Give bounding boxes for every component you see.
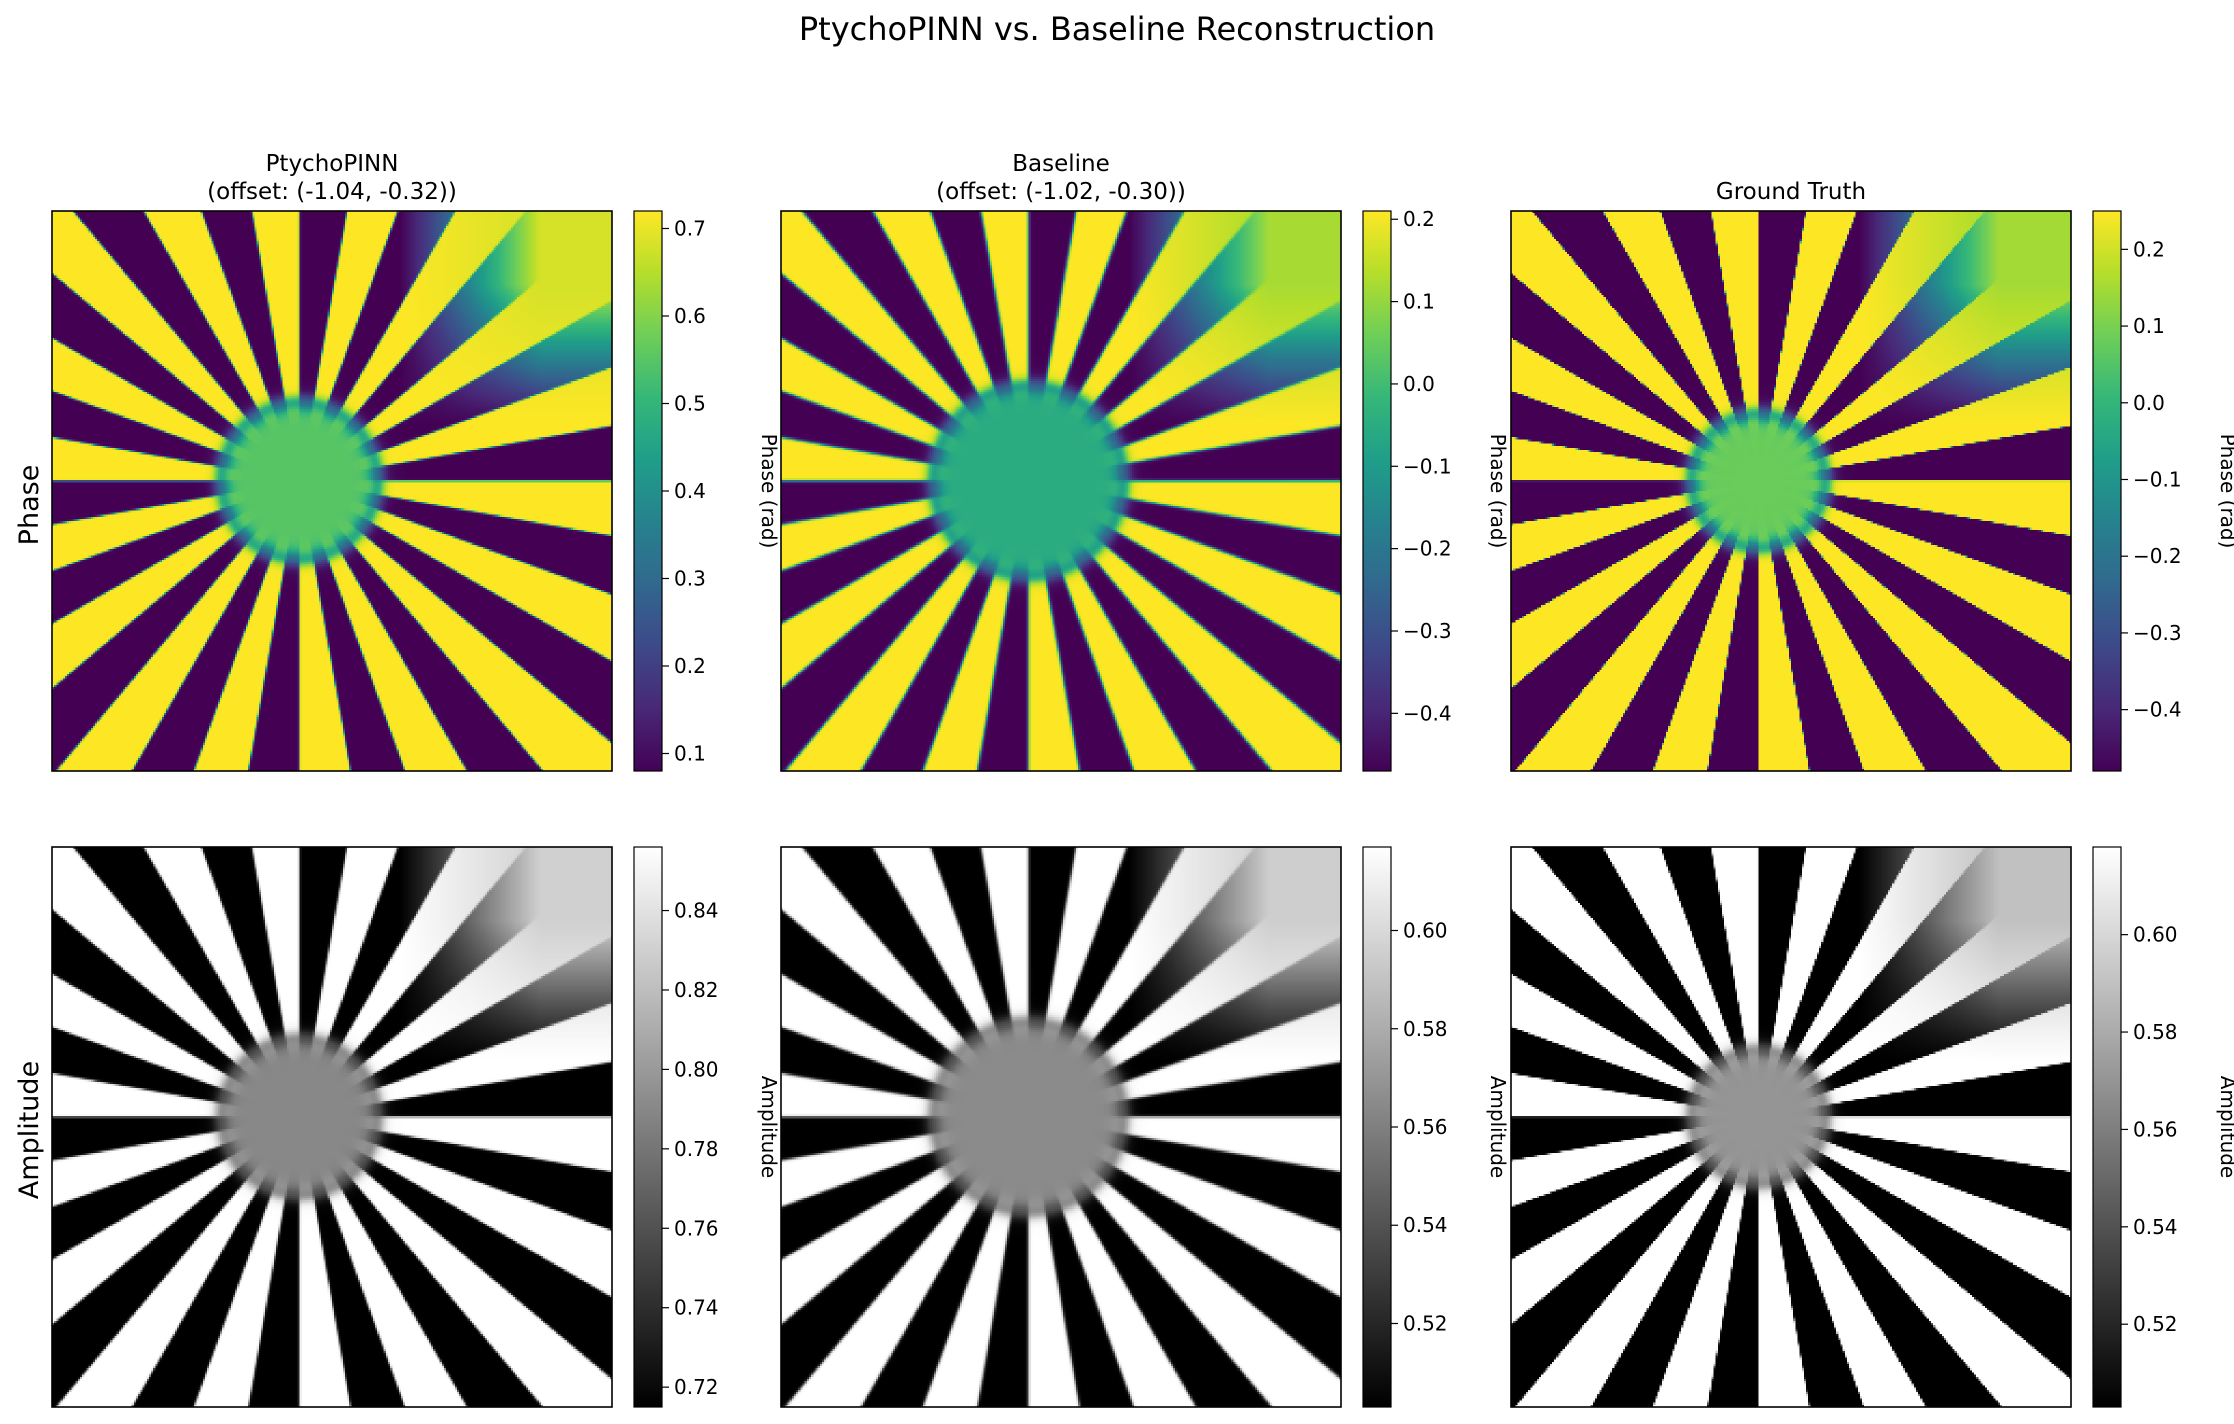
- panel-amplitude-ground-truth: 0.60 0.58 0.56 0.54 0.52 Amplitude: [1510, 846, 2234, 1408]
- colorbar-tick-label: 0.54: [1403, 1213, 1448, 1237]
- colorbar-tick-label: 0.52: [2133, 1312, 2178, 1336]
- colorbar-tick-label: 0.0: [2133, 391, 2165, 415]
- axes-frame: [1510, 210, 2072, 772]
- panel-title: (offset: (-1.02, -0.30)): [936, 179, 1186, 205]
- row-label-amplitude: Amplitude: [14, 1061, 45, 1199]
- colorbar-tick-label: 0.3: [674, 567, 706, 591]
- colorbar-tick-label: 0.58: [2133, 1020, 2178, 1044]
- colorbar-tick-label: 0.78: [674, 1137, 719, 1161]
- colorbar: [633, 210, 663, 772]
- row-label-phase: Phase: [14, 465, 45, 546]
- panel-phase-ground-truth: Ground Truth 0.2 0.1 0.0 −0.1 −0.2 −0.3 −0.4 Pha…: [1510, 179, 2234, 772]
- panel-grid: PtychoPINN(offset: (-1.04, -0.32)) 0.1 0.2…: [51, 151, 2234, 1408]
- colorbar-tick-label: 0.2: [1403, 207, 1435, 231]
- colorbar-label: Phase (rad): [757, 434, 781, 549]
- colorbar-tick-label: 0.54: [2133, 1215, 2178, 1239]
- heatmap-image: [1511, 211, 2071, 771]
- colorbar-tick-label: 0.84: [674, 899, 719, 923]
- colorbar-tick-label: 0.76: [674, 1216, 719, 1240]
- axes-frame: [780, 210, 1342, 772]
- colorbar: [1362, 846, 1392, 1408]
- heatmap-image: [781, 847, 1341, 1407]
- colorbar-tick-label: 0.80: [674, 1057, 719, 1081]
- colorbar-tick-label: 0.60: [1403, 919, 1448, 943]
- panel-phase-ptychopinn: PtychoPINN(offset: (-1.04, -0.32)) 0.1 0.2…: [51, 151, 781, 772]
- colorbar: [1362, 210, 1392, 772]
- panel-phase-baseline: Baseline(offset: (-1.02, -0.30)) 0.2 0.1 0.…: [780, 151, 1510, 772]
- panel-amplitude-baseline: 0.60 0.58 0.56 0.54 0.52 Amplitude: [780, 846, 1510, 1408]
- colorbar-tick-label: 0.58: [1403, 1017, 1448, 1041]
- axes-frame: [780, 846, 1342, 1408]
- colorbar-tick-label: −0.4: [1403, 701, 1452, 725]
- colorbar-tick-label: 0.5: [674, 392, 706, 416]
- colorbar-label: Amplitude: [757, 1076, 781, 1179]
- colorbar: [2092, 846, 2122, 1408]
- colorbar: [633, 846, 663, 1408]
- colorbar-tick-label: −0.3: [1403, 619, 1452, 643]
- panel-title: Baseline: [1012, 151, 1110, 177]
- colorbar-tick-label: 0.56: [2133, 1117, 2178, 1141]
- colorbar-tick-label: 0.60: [2133, 923, 2178, 947]
- colorbar-label: Phase (rad): [2216, 434, 2234, 549]
- colorbar-tick-label: −0.2: [2133, 544, 2182, 568]
- axes-frame: [1510, 846, 2072, 1408]
- colorbar-tick-label: 0.6: [674, 304, 706, 328]
- axes-frame: [51, 210, 613, 772]
- panel-amplitude-ptychopinn: 0.84 0.82 0.80 0.78 0.76 0.74 0.72 Amplitude: [51, 846, 781, 1408]
- colorbar-tick-label: −0.1: [1403, 454, 1452, 478]
- heatmap-image: [52, 211, 612, 771]
- colorbar-tick-label: −0.3: [2133, 621, 2182, 645]
- colorbar-label: Amplitude: [2216, 1076, 2234, 1179]
- colorbar-tick-label: −0.2: [1403, 537, 1452, 561]
- colorbar-tick-label: 0.1: [674, 742, 706, 766]
- heatmap-image: [1511, 847, 2071, 1407]
- colorbar-tick-label: 0.4: [674, 479, 706, 503]
- colorbar-label: Phase (rad): [1486, 434, 1510, 549]
- colorbar-tick-label: 0.2: [2133, 237, 2165, 261]
- figure-title: PtychoPINN vs. Baseline Reconstruction: [799, 10, 1435, 48]
- heatmap-image: [781, 211, 1341, 771]
- panel-title: (offset: (-1.04, -0.32)): [207, 179, 457, 205]
- colorbar: [2092, 210, 2122, 772]
- colorbar-tick-label: 0.7: [674, 217, 706, 241]
- colorbar-tick-label: 0.1: [1403, 290, 1435, 314]
- colorbar-tick-label: −0.4: [2133, 698, 2182, 722]
- panel-title: Ground Truth: [1716, 179, 1866, 205]
- colorbar-tick-label: 0.74: [674, 1296, 719, 1320]
- colorbar-tick-label: 0.0: [1403, 372, 1435, 396]
- colorbar-tick-label: 0.52: [1403, 1311, 1448, 1335]
- colorbar-tick-label: −0.1: [2133, 467, 2182, 491]
- colorbar-tick-label: 0.82: [674, 978, 719, 1002]
- axes-frame: [51, 846, 613, 1408]
- colorbar-label: Amplitude: [1486, 1076, 1510, 1179]
- colorbar-tick-label: 0.1: [2133, 314, 2165, 338]
- colorbar-tick-label: 0.56: [1403, 1115, 1448, 1139]
- heatmap-image: [52, 847, 612, 1407]
- panel-title: PtychoPINN: [266, 151, 399, 177]
- colorbar-tick-label: 0.2: [674, 654, 706, 678]
- colorbar-tick-label: 0.72: [674, 1375, 719, 1399]
